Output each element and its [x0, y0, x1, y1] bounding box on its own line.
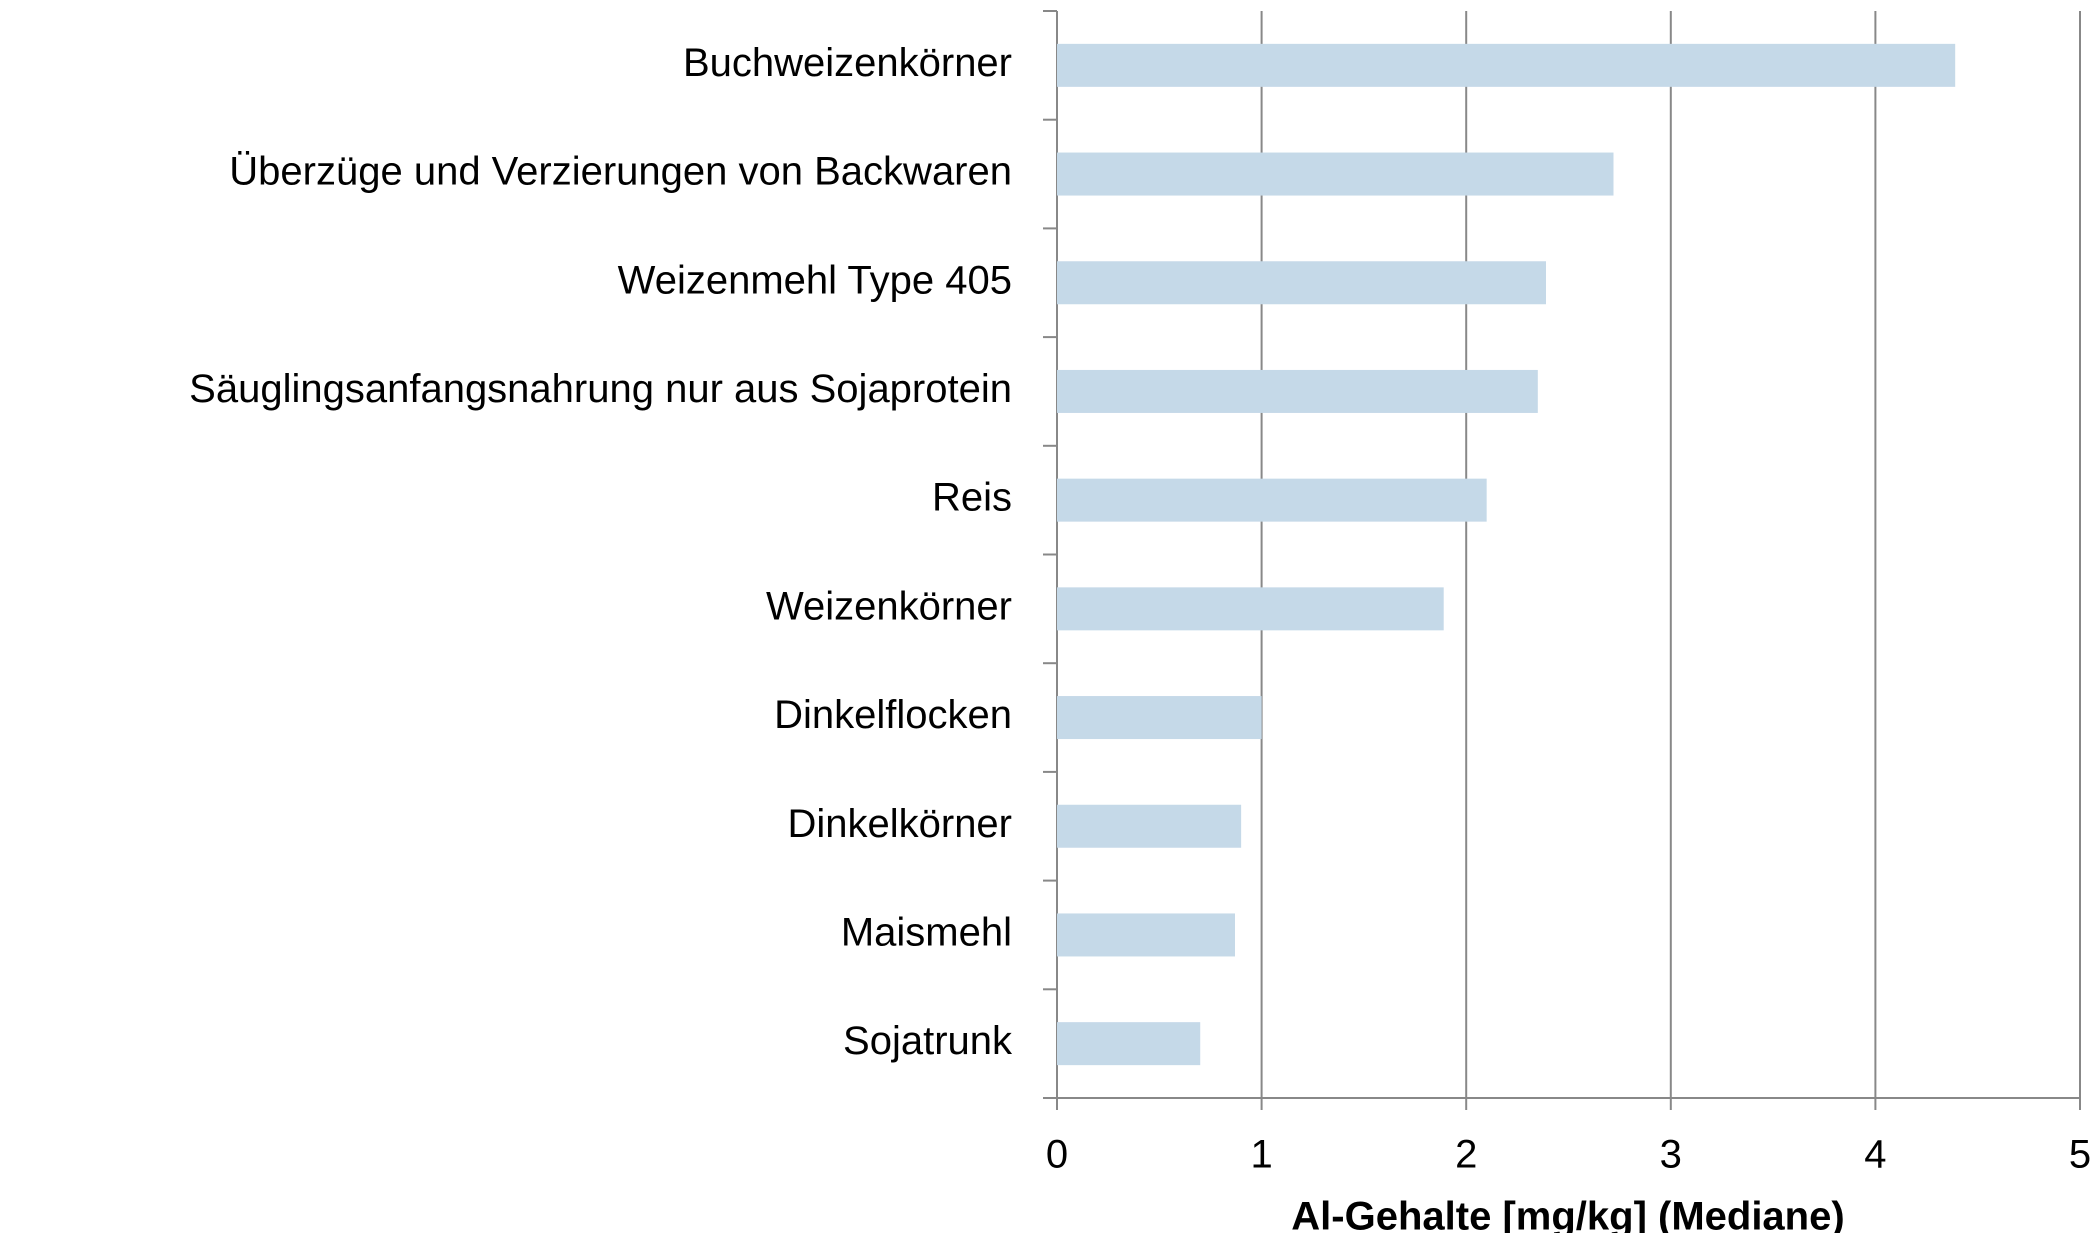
- bar: [1057, 913, 1236, 957]
- x-axis-title: Al-Gehalte [mg/kg] (Mediane): [1291, 1195, 1844, 1233]
- x-tick-label: 0: [1046, 1133, 1068, 1177]
- bar: [1057, 1022, 1201, 1066]
- bar: [1057, 261, 1546, 305]
- x-tick-label: 1: [1250, 1133, 1272, 1177]
- y-tick-label: Reis: [932, 476, 1012, 520]
- bar: [1057, 369, 1538, 413]
- y-tick-label: Dinkelflocken: [774, 693, 1012, 737]
- y-tick-label: Maismehl: [841, 911, 1012, 955]
- bar: [1057, 587, 1444, 631]
- y-tick-label: Überzüge und Verzierungen von Backwaren: [229, 150, 1012, 194]
- y-tick-label: Weizenkörner: [766, 584, 1012, 628]
- x-tick-label: 2: [1455, 1133, 1477, 1177]
- bar: [1057, 696, 1262, 740]
- y-tick-label: Dinkelkörner: [787, 802, 1012, 846]
- x-tick-label: 3: [1660, 1133, 1682, 1177]
- y-tick-label: Buchweizenkörner: [683, 41, 1012, 85]
- bar: [1057, 43, 1956, 87]
- y-tick-label: Sojatrunk: [843, 1019, 1013, 1063]
- y-tick-label: Weizenmehl Type 405: [618, 258, 1012, 302]
- x-tick-label: 5: [2069, 1133, 2091, 1177]
- bar: [1057, 804, 1242, 848]
- x-tick-label: 4: [1864, 1133, 1886, 1177]
- y-tick-label: Säuglingsanfangsnahrung nur aus Sojaprot…: [189, 367, 1012, 411]
- bar: [1057, 478, 1487, 522]
- bar: [1057, 152, 1614, 196]
